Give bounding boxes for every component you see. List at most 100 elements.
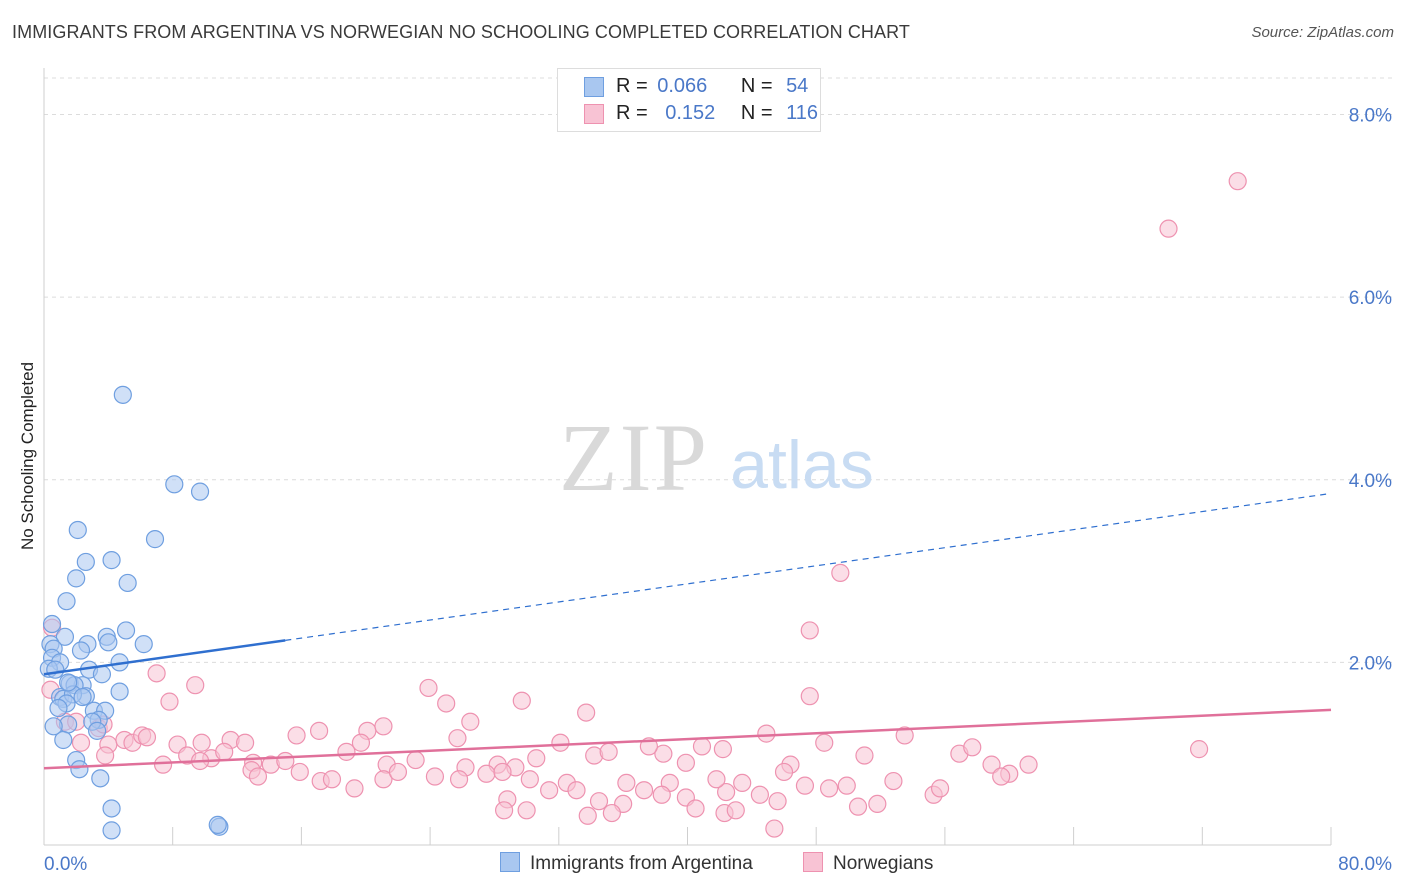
norwegians-point: [419, 678, 438, 698]
tick-labels: 2.0% 4.0% 6.0% 8.0% 0.0% 80.0%: [44, 106, 1392, 875]
norwegians-point: [449, 770, 469, 789]
norwegians-point: [437, 694, 456, 713]
norwegians-point: [495, 801, 514, 820]
argentina-points: [39, 385, 229, 840]
norwegians-point: [577, 703, 596, 722]
norwegians-point: [512, 691, 531, 710]
norwegians-point: [750, 785, 769, 804]
norwegians-point: [71, 733, 91, 752]
norwegians-point: [527, 749, 546, 768]
chart-title: IMMIGRANTS FROM ARGENTINA VS NORWEGIAN N…: [12, 22, 910, 42]
norwegians-point: [147, 664, 166, 683]
norwegians-point: [406, 750, 425, 770]
norwegians-point: [1159, 219, 1178, 238]
argentina-point: [145, 530, 165, 549]
norwegians-point: [599, 742, 618, 761]
argentina-point: [92, 665, 112, 684]
argentina-point: [73, 687, 92, 707]
norwegians-point: [215, 742, 234, 761]
watermark-zip: ZIP: [559, 404, 709, 511]
argentina-point: [68, 520, 87, 540]
argentina-point: [190, 482, 210, 501]
norwegians-point: [1189, 740, 1209, 759]
argentina-point: [113, 385, 132, 404]
norwegians-point: [448, 729, 467, 748]
watermark: ZIP atlas: [559, 404, 874, 511]
grid-lines: [44, 77, 1392, 663]
norwegians-point: [819, 779, 839, 798]
norwegians-point: [768, 792, 787, 811]
norwegians-point: [800, 687, 819, 706]
source-credit: Source: ZipAtlas.com: [1251, 24, 1394, 41]
norwegians-point: [337, 742, 356, 761]
argentina-point: [57, 592, 76, 611]
argentina-point: [208, 815, 227, 835]
argentina-point: [55, 627, 75, 646]
norwegians-point: [795, 776, 815, 795]
legend-swatch-norwegians: [584, 104, 604, 124]
bottom-legend-swatch-norwegians: [803, 852, 823, 872]
norwegians-point: [551, 733, 570, 752]
norwegians-point: [765, 819, 784, 838]
norwegians-point: [192, 733, 211, 752]
legend-r-value: 0.152: [665, 102, 716, 124]
norwegians-point: [726, 801, 745, 820]
norwegians-point: [517, 801, 536, 820]
norwegians-point: [686, 799, 705, 818]
norwegians-point: [992, 767, 1011, 786]
argentina-point: [134, 635, 153, 654]
norwegians-point: [815, 733, 834, 752]
legend-n-label: N =: [740, 102, 773, 124]
norwegians-point: [540, 781, 559, 800]
legend-n-value: 54: [786, 75, 809, 97]
y-tick-label: 2.0%: [1349, 653, 1392, 674]
correlation-legend: R = 0.066 N = 54 R = 0.152 N = 116: [557, 68, 821, 132]
legend-swatch-argentina: [584, 77, 604, 97]
axes: [43, 68, 1332, 846]
legend-n-label: N =: [740, 75, 773, 97]
norwegians-point: [634, 781, 654, 800]
legend-r-label: R =: [616, 75, 648, 97]
argentina-point: [99, 633, 118, 652]
norwegians-point: [589, 792, 609, 811]
norwegians-point: [153, 755, 173, 774]
norwegians-point: [388, 762, 408, 782]
norwegians-point: [137, 728, 157, 747]
norwegians-point: [982, 755, 1001, 774]
bottom-legend-norwegians: Norwegians: [803, 852, 933, 875]
norwegians-point: [692, 737, 712, 756]
norwegians-point: [520, 770, 539, 789]
norwegians-point: [884, 771, 903, 791]
norwegians-point: [309, 721, 329, 740]
norwegians-point: [345, 779, 364, 798]
x-tick-label: 80.0%: [1338, 854, 1392, 875]
watermark-atlas: atlas: [730, 427, 874, 503]
norwegians-point: [160, 692, 179, 711]
norwegians-point: [1228, 172, 1247, 191]
bottom-legend-label-argentina: Immigrants from Argentina: [530, 853, 753, 874]
norwegians-point: [461, 712, 480, 731]
argentina-point: [165, 475, 184, 494]
trend-lines: [43, 492, 1332, 770]
norwegians-point: [351, 733, 371, 752]
norwegians-point: [757, 724, 776, 743]
y-tick-label: 4.0%: [1349, 471, 1392, 492]
norwegians-trend-line: [43, 708, 1332, 770]
argentina-point: [118, 573, 137, 593]
norwegians-point: [654, 744, 673, 763]
norwegians-point: [276, 751, 295, 771]
argentina-trend-line: [43, 639, 286, 676]
norwegians-point: [800, 621, 819, 640]
norwegians-point: [235, 733, 255, 752]
argentina-point: [102, 799, 121, 818]
argentina-point: [71, 641, 91, 660]
norwegians-points: [41, 172, 1247, 838]
norwegians-point: [774, 762, 794, 782]
norwegians-point: [848, 797, 868, 816]
bottom-legend-argentina: Immigrants from Argentina: [500, 852, 753, 875]
norwegians-point: [1019, 755, 1038, 774]
argentina-point: [102, 821, 121, 840]
norwegians-point: [837, 776, 856, 795]
norwegians-point: [733, 773, 752, 793]
argentina-point: [91, 769, 110, 788]
